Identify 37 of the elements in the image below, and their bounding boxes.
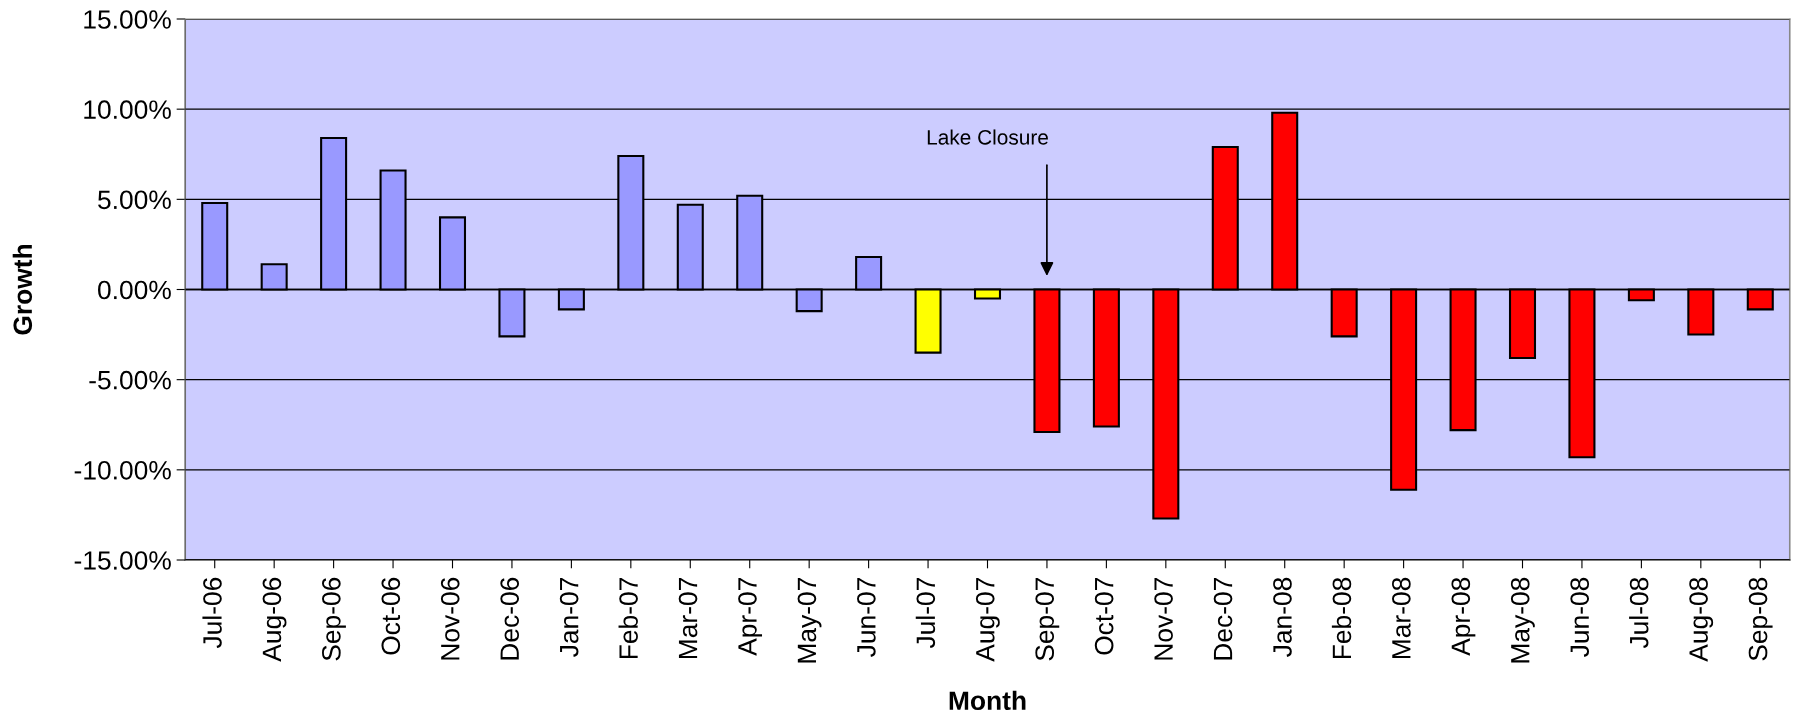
y-tick-label: 15.00% <box>84 10 171 29</box>
x-tick-label: Mar-07 <box>678 577 698 659</box>
x-tick-label: Jan-07 <box>559 577 579 657</box>
x-tick-label: Jun-07 <box>857 577 876 657</box>
x-tick-label: Jul-06 <box>202 577 222 649</box>
x-tick-label: Jul-07 <box>915 577 936 649</box>
x-tick-label: Jun-08 <box>1570 577 1590 657</box>
x-tick-label: Aug-08 <box>1689 577 1714 662</box>
y-axis-title: Growth <box>12 244 33 335</box>
x-tick-label: Oct-06 <box>381 577 401 655</box>
x-tick-label: Feb-08 <box>1331 577 1352 659</box>
annotation: Lake Closure <box>927 129 1048 145</box>
x-tick-label: Nov-06 <box>440 577 460 660</box>
x-tick-label: May-07 <box>797 577 822 663</box>
x-tick-label: May-08 <box>1510 577 1535 663</box>
x-tick-label: Feb-07 <box>618 577 638 659</box>
y-tick-label: 10.00% <box>84 100 171 119</box>
x-tick-label: Oct-07 <box>1094 577 1114 655</box>
y-tick-label: 0.00% <box>98 280 171 300</box>
x-tick-label: Mar-08 <box>1392 577 1411 659</box>
x-tick-label: Dec-07 <box>1213 577 1233 660</box>
x-tick-label: Aug-06 <box>262 577 287 662</box>
x-axis-title: Month <box>949 690 1026 711</box>
y-tick-label: 5.00% <box>98 190 171 210</box>
x-tick-label: Dec-06 <box>500 577 520 660</box>
y-tick-label: -5.00% <box>89 370 171 390</box>
x-tick-label: Sep-06 <box>322 577 346 661</box>
x-tick-label: Sep-07 <box>1035 577 1060 661</box>
y-tick-label: -15.00% <box>74 551 171 570</box>
x-tick-label: Jul-08 <box>1629 577 1649 649</box>
x-tick-label: Nov-07 <box>1154 577 1173 660</box>
x-tick-label: Apr-08 <box>1451 577 1476 656</box>
x-tick-label: Aug-07 <box>975 577 1000 662</box>
x-tick-label: Sep-08 <box>1748 577 1773 661</box>
y-tick-label: -10.00% <box>74 460 171 480</box>
x-tick-label: Apr-07 <box>738 577 763 656</box>
x-tick-label: Jan-08 <box>1273 577 1292 657</box>
